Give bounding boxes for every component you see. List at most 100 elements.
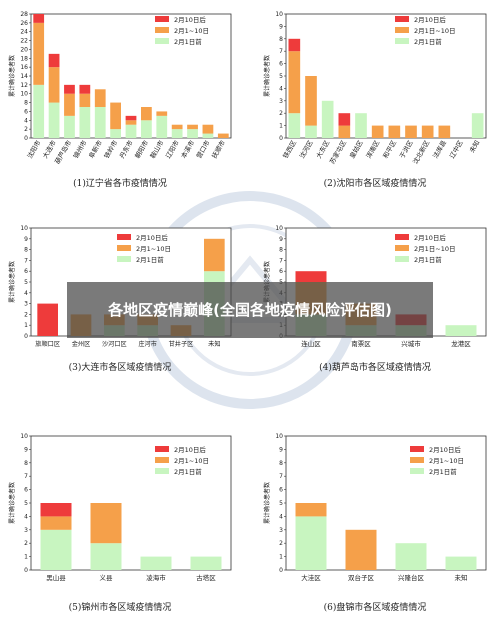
legend-label: 2月1日前 [429,467,457,476]
bar-segment [295,516,327,570]
y-tick-label: 9 [24,446,28,453]
x-tick-label: 法库县 [431,138,449,160]
y-tick-label: 9 [279,236,283,243]
chart-caption-jinzhou: (5)锦州市各区域疫情情况 [68,603,172,613]
y-tick-label: 3 [279,98,283,105]
x-tick-label: 黑山县 [46,573,66,582]
bar-segment [355,113,367,138]
bar-segment [33,84,45,138]
bar-segment [64,84,75,94]
y-tick-label: 2 [24,540,28,547]
y-tick-label: 6 [279,61,283,68]
bar-segment [217,133,229,138]
bar-segment [471,113,484,138]
x-tick-label: 和平区 [381,138,399,160]
x-tick-label: 义县 [100,574,114,582]
bar-segment [33,22,45,85]
bar-segment [338,125,351,138]
bar-segment [295,503,327,517]
y-axis-label: 累计确诊患者数 [263,482,271,524]
bar-segment [187,124,198,130]
legend-label: 2月10日后 [174,445,206,454]
legend-swatch [410,457,424,463]
x-tick-label: 未知 [467,139,481,155]
y-tick-label: 1 [24,554,28,561]
x-tick-label: 朝阳市 [133,138,151,160]
bar-segment [190,556,222,570]
y-tick-label: 4 [24,513,28,520]
chart-panel-jinzhou: 0 1 2 3 4 5 6 7 8 9 10 累计确诊患者数 黑山县 义县 凌海市 古塔区 2月10日后 2月1~… [5,430,237,590]
bar-segment [288,113,301,138]
legend-swatch [395,245,409,251]
bar-segment [48,67,60,103]
y-tick-label: 18 [20,55,28,62]
legend-label: 2月1~10日 [429,457,464,465]
legend-swatch [117,245,131,251]
legend-label: 2月1日前 [414,255,442,264]
bar-segment [48,53,60,68]
chart-caption-panjin: (6)盘锦市各区域疫情情况 [323,603,427,613]
x-tick-label: 铁西区 [281,138,299,160]
bar-segment [445,556,477,570]
y-tick-label: 2 [279,110,283,117]
bar-segment [90,503,122,544]
y-tick-label: 1 [279,554,283,561]
x-tick-label: 阜新市 [86,138,104,160]
bar-segment [421,125,434,138]
bar-segment [438,125,451,138]
y-tick-label: 24 [20,29,28,36]
x-tick-label: 大东区 [314,138,332,160]
x-tick-label: 凌海市 [146,573,166,582]
x-tick-label: 辽阳市 [163,138,181,160]
x-tick-label: 沈河区 [297,138,315,160]
y-tick-label: 16 [20,64,28,71]
y-tick-label: 8 [279,247,283,254]
y-tick-label: 7 [279,473,283,480]
x-tick-label: 沈北新区 [411,138,432,165]
y-tick-label: 2 [24,311,28,318]
x-tick-label: 古塔区 [196,573,216,582]
bar-segment [338,113,351,126]
bar-segment [141,120,152,138]
y-tick-label: 5 [24,500,28,507]
x-tick-label: 皇姑区 [347,138,365,160]
legend-swatch [117,234,131,240]
x-tick-label: 锦州市 [71,138,89,160]
legend-swatch [410,468,424,474]
x-tick-label: 连山区 [301,339,321,348]
y-tick-label: 10 [20,433,28,440]
bar-segment [40,516,72,530]
y-tick-label: 7 [279,257,283,264]
bar-segment [295,271,327,282]
bar-segment [140,556,172,570]
legend-label: 2月1日~10日 [414,245,456,253]
bar-segment [110,129,121,138]
y-tick-label: 28 [20,11,28,18]
bar-segment [79,93,91,107]
x-tick-label: 未知 [208,340,220,348]
chart-caption-dalian: (3)大连市各区域疫情情况 [68,363,172,373]
bar-segment [202,133,214,138]
bar-segment [90,543,122,570]
legend-label: 2月1~10日 [174,457,209,465]
legend-label: 2月1日前 [414,37,442,46]
chart-caption-shenyang: (2)沈阳市各区域疫情情况 [323,179,427,189]
legend-swatch [155,468,169,474]
legend-swatch [155,446,169,452]
y-axis-label: 累计确诊患者数 [8,55,16,97]
legend-label: 2月10日后 [429,445,461,454]
y-tick-label: 10 [275,433,283,440]
x-tick-label: 旅顺口区 [35,340,60,348]
page-title-banner: 各地区疫情巅峰(全国各地疫情风险评估图) [67,282,433,338]
y-tick-label: 6 [24,487,28,494]
bar-segment [79,84,91,94]
y-tick-label: 10 [20,225,28,232]
bar-segment [94,89,106,107]
bar-segment [94,107,106,138]
bar-segment [125,120,137,125]
y-axis-label: 累计确诊患者数 [8,261,16,303]
bar-segment [445,325,477,336]
y-tick-label: 1 [279,123,283,130]
